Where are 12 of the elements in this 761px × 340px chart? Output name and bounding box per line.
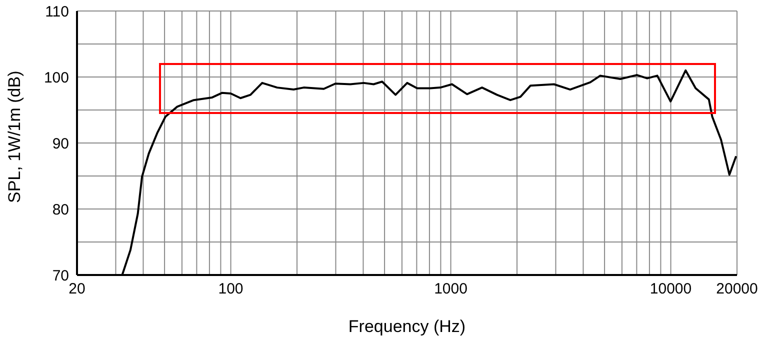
x-tick-label: 20 <box>68 280 86 298</box>
x-tick-label: 20000 <box>716 280 758 298</box>
y-axis-title: SPL, 1W/1m (dB) <box>5 70 24 203</box>
y-tick-label: 100 <box>44 69 69 86</box>
y-tick-label: 90 <box>52 135 69 152</box>
x-tick-label: 10000 <box>650 280 692 298</box>
y-tick-label: 70 <box>52 267 69 284</box>
x-axis-title: Frequency (Hz) <box>348 317 466 336</box>
x-tick-label: 1000 <box>434 280 468 298</box>
y-tick-label: 80 <box>52 201 69 218</box>
x-tick-label: 100 <box>218 280 244 298</box>
y-tick-label: 110 <box>45 3 69 20</box>
